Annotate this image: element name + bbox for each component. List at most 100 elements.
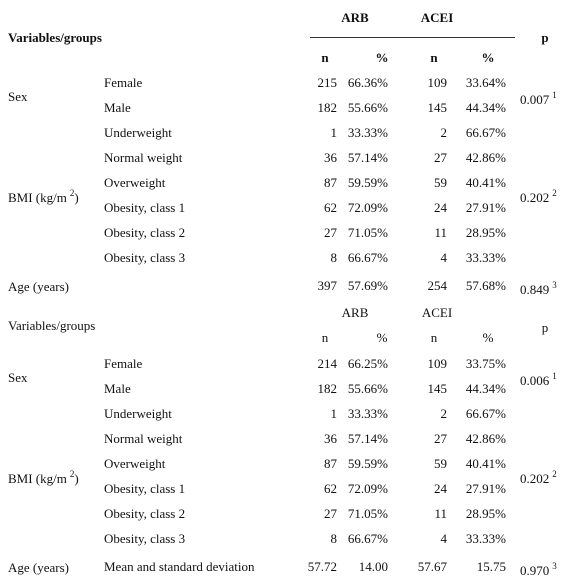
label-sup: 2 [69, 468, 75, 479]
cell: 2 [440, 406, 448, 421]
p-note: 3 [552, 280, 557, 290]
cell: 28.95% [465, 225, 506, 240]
cell: 27 [434, 431, 447, 446]
cell: 72.09% [347, 200, 388, 215]
cell: 33.64% [465, 75, 506, 90]
cell: 11 [434, 506, 447, 521]
label-sup: 2 [69, 187, 75, 198]
header-rule [310, 37, 515, 38]
row-name: Female [104, 75, 143, 90]
p-text: 0.007 [520, 91, 550, 107]
cell: 55.66% [347, 100, 388, 115]
cell: 40.41% [465, 175, 506, 190]
cell: 182 [317, 381, 338, 396]
p-value: 0.849 3 [520, 280, 557, 299]
cell: 2 [440, 125, 448, 140]
cell: 28.95% [465, 506, 506, 521]
cell: 15.75 [476, 559, 506, 574]
cell: 145 [427, 381, 448, 396]
cell: 109 [427, 75, 448, 90]
p-value: 0.006 1 [520, 370, 557, 390]
label-text: Sex [8, 369, 28, 385]
header-sub: % [376, 330, 388, 345]
row-name: Female [104, 356, 143, 371]
cell: 27.91% [465, 200, 506, 215]
cell: 27 [324, 225, 337, 240]
p-text: 0.202 [520, 189, 550, 205]
cell: 182 [317, 100, 338, 115]
cell: 33.33% [465, 250, 506, 265]
cell: 145 [427, 100, 448, 115]
cell: 27 [434, 150, 447, 165]
cell: 57.72 [307, 559, 337, 574]
p-value: 0.202 2 [520, 469, 557, 488]
cell: 27 [324, 506, 337, 521]
cell: 62 [324, 481, 337, 496]
row-name: Underweight [104, 125, 172, 140]
cell: 36 [324, 150, 337, 165]
cell: 33.33% [347, 406, 388, 421]
row-name: Mean and standard deviation [104, 559, 255, 574]
cell: 57.69% [347, 278, 388, 293]
row-name: Overweight [104, 456, 166, 471]
p-text: 0.970 [520, 563, 550, 578]
cell: 33.75% [465, 356, 506, 371]
cell: 59 [434, 456, 447, 471]
cell: 27.91% [465, 481, 506, 496]
cell: 66.67% [347, 531, 388, 546]
section-label: Age (years) [8, 279, 69, 295]
header-variables: Variables/groups [8, 30, 102, 45]
p-text: 0.849 [520, 282, 550, 297]
p-note: 3 [552, 561, 557, 571]
label-text: Sex [8, 88, 28, 104]
row-name: Obesity, class 1 [104, 200, 186, 215]
label-text: BMI (kg/m [8, 470, 67, 486]
cell: 66.67% [465, 406, 506, 421]
label-end: ) [74, 470, 79, 486]
header-group: ACEI [420, 10, 454, 25]
row-name: Obesity, class 2 [104, 225, 186, 240]
p-value: 0.202 2 [520, 188, 557, 207]
cell: 44.34% [465, 100, 506, 115]
section-label: BMI (kg/m 2) [8, 187, 79, 207]
header-sub: n [430, 330, 438, 345]
row-name: Overweight [104, 175, 166, 190]
cell: 59.59% [347, 175, 388, 190]
cell: 59 [434, 175, 447, 190]
p-note: 1 [552, 370, 557, 381]
row-name: Underweight [104, 406, 172, 421]
cell: 24 [434, 200, 447, 215]
p-text: 0.202 [520, 470, 550, 486]
cell: 66.67% [347, 250, 388, 265]
header-sub: n [430, 50, 438, 65]
p-note: 1 [552, 89, 557, 100]
header-sub: n [321, 50, 329, 65]
cell: 42.86% [465, 150, 506, 165]
header-group: ACEI [421, 305, 453, 320]
cell: 87 [324, 175, 337, 190]
header-sub: % [375, 50, 389, 65]
row-name: Obesity, class 2 [104, 506, 186, 521]
cell: 42.86% [465, 431, 506, 446]
cell: 33.33% [465, 531, 506, 546]
cell: 4 [440, 531, 448, 546]
cell: 214 [317, 356, 338, 371]
p-value: 0.970 3 [520, 561, 557, 580]
cell: 87 [324, 456, 337, 471]
cell: 71.05% [347, 225, 388, 240]
header-sub: % [481, 50, 495, 65]
cell: 8 [330, 531, 338, 546]
label-end: ) [74, 189, 79, 205]
row-name: Male [104, 100, 131, 115]
cell: 24 [434, 481, 447, 496]
p-text: 0.006 [520, 372, 550, 388]
row-name: Obesity, class 1 [104, 481, 186, 496]
p-value: 0.007 1 [520, 89, 557, 109]
cell: 1 [330, 125, 338, 140]
cell: 397 [317, 278, 338, 293]
header-p: p [541, 320, 549, 335]
label-text: Age (years) [8, 560, 69, 575]
cell: 66.67% [465, 125, 506, 140]
cell: 40.41% [465, 456, 506, 471]
